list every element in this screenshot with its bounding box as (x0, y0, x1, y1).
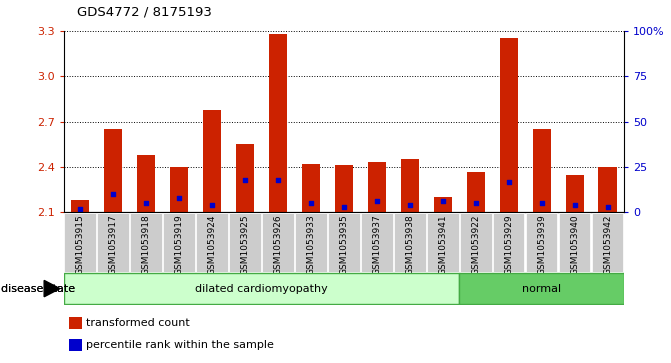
Bar (71, 200, 89, 212)
Point (305, 200, 316, 206)
Bar (137, 155, 155, 212)
Point (602, 204, 613, 210)
Point (75, 206, 86, 212)
Point (141, 200, 152, 206)
Text: GSM1053922: GSM1053922 (471, 214, 480, 275)
Bar (236, 144, 254, 212)
Point (108, 191, 119, 197)
FancyBboxPatch shape (459, 273, 624, 304)
Point (437, 199, 448, 204)
Bar (203, 110, 221, 212)
Text: GSM1053937: GSM1053937 (372, 214, 381, 275)
FancyBboxPatch shape (64, 213, 96, 272)
FancyBboxPatch shape (460, 213, 492, 272)
Text: GSM1053935: GSM1053935 (340, 214, 348, 275)
FancyBboxPatch shape (196, 213, 228, 272)
Text: GDS4772 / 8175193: GDS4772 / 8175193 (77, 5, 212, 19)
FancyBboxPatch shape (262, 213, 294, 272)
FancyBboxPatch shape (130, 213, 162, 272)
FancyBboxPatch shape (97, 213, 129, 272)
Point (240, 177, 250, 183)
Bar (269, 34, 287, 212)
Text: GSM1053924: GSM1053924 (207, 214, 217, 275)
Polygon shape (44, 281, 60, 297)
Text: GSM1053942: GSM1053942 (603, 214, 612, 275)
Point (174, 195, 185, 201)
Point (339, 204, 350, 210)
Text: GSM1053925: GSM1053925 (240, 214, 250, 275)
Point (372, 199, 382, 204)
Bar (335, 166, 353, 212)
Bar (302, 164, 320, 212)
FancyBboxPatch shape (295, 213, 327, 272)
Bar (401, 159, 419, 212)
FancyBboxPatch shape (592, 213, 623, 272)
Text: normal: normal (522, 284, 561, 294)
Text: GSM1053929: GSM1053929 (504, 214, 513, 275)
FancyBboxPatch shape (526, 213, 558, 272)
Bar (566, 175, 584, 212)
FancyBboxPatch shape (163, 213, 195, 272)
Bar (533, 129, 551, 212)
FancyBboxPatch shape (328, 213, 360, 272)
FancyBboxPatch shape (493, 213, 525, 272)
Text: percentile rank within the sample: percentile rank within the sample (86, 340, 274, 350)
Text: GSM1053915: GSM1053915 (76, 214, 85, 275)
FancyBboxPatch shape (394, 213, 425, 272)
Bar (466, 172, 484, 212)
Text: GSM1053933: GSM1053933 (307, 214, 315, 275)
FancyBboxPatch shape (361, 213, 393, 272)
FancyBboxPatch shape (229, 213, 261, 272)
FancyBboxPatch shape (427, 213, 458, 272)
Text: GSM1053940: GSM1053940 (570, 214, 579, 275)
Text: GSM1053938: GSM1053938 (405, 214, 414, 275)
Point (470, 200, 481, 206)
Point (569, 202, 580, 208)
FancyBboxPatch shape (559, 213, 590, 272)
Text: disease state: disease state (1, 284, 74, 294)
Text: GSM1053941: GSM1053941 (438, 214, 448, 275)
Point (503, 179, 514, 184)
Bar (368, 163, 386, 212)
Bar (500, 38, 518, 212)
Text: GSM1053919: GSM1053919 (174, 214, 184, 275)
Text: disease state: disease state (1, 284, 74, 294)
Point (405, 202, 415, 208)
Text: transformed count: transformed count (86, 318, 190, 328)
Bar (69, 339, 82, 351)
Text: GSM1053917: GSM1053917 (109, 214, 117, 275)
Point (272, 177, 283, 183)
Text: GSM1053939: GSM1053939 (537, 214, 546, 275)
Bar (170, 167, 188, 212)
Text: GSM1053926: GSM1053926 (274, 214, 282, 275)
Point (207, 202, 217, 208)
Bar (104, 129, 122, 212)
FancyBboxPatch shape (64, 273, 459, 304)
Bar (433, 197, 452, 212)
Text: dilated cardiomyopathy: dilated cardiomyopathy (195, 284, 328, 294)
Text: GSM1053918: GSM1053918 (142, 214, 151, 275)
Bar (69, 317, 82, 329)
Bar (599, 167, 617, 212)
Point (536, 200, 547, 206)
